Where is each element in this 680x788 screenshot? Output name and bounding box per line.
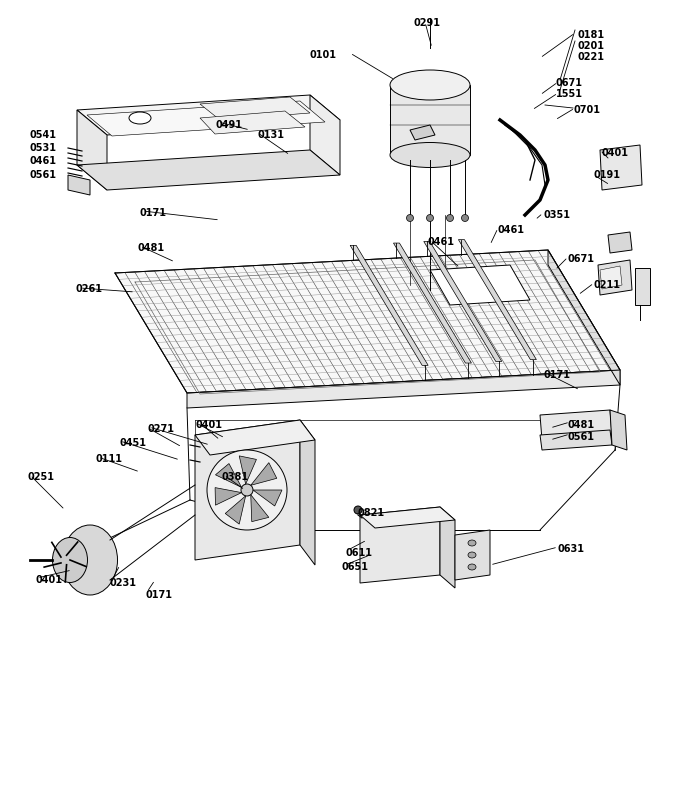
Text: 0171: 0171	[140, 208, 167, 218]
Text: 0701: 0701	[573, 105, 600, 115]
Text: 0461: 0461	[498, 225, 525, 235]
Polygon shape	[440, 507, 455, 588]
Polygon shape	[598, 260, 632, 295]
Polygon shape	[216, 463, 241, 488]
Text: 0211: 0211	[594, 280, 621, 290]
Polygon shape	[548, 250, 620, 385]
Ellipse shape	[63, 525, 118, 595]
Text: 0461: 0461	[30, 156, 57, 166]
Polygon shape	[540, 410, 612, 440]
Text: 0401: 0401	[601, 148, 628, 158]
Text: 0401: 0401	[35, 575, 62, 585]
Polygon shape	[200, 111, 305, 134]
Polygon shape	[310, 95, 340, 175]
Text: 0481: 0481	[138, 243, 165, 253]
Polygon shape	[635, 268, 650, 305]
Text: 0491: 0491	[215, 120, 242, 130]
Text: 0201: 0201	[577, 41, 604, 51]
Polygon shape	[600, 145, 642, 190]
Polygon shape	[360, 507, 455, 528]
Ellipse shape	[52, 537, 88, 582]
Ellipse shape	[462, 214, 469, 221]
Text: 0221: 0221	[577, 52, 604, 62]
Text: 0381: 0381	[222, 472, 249, 482]
Polygon shape	[455, 530, 490, 580]
Text: 0561: 0561	[568, 432, 595, 442]
Polygon shape	[360, 507, 440, 583]
Text: 0561: 0561	[30, 170, 57, 180]
Polygon shape	[390, 85, 470, 155]
Polygon shape	[187, 370, 620, 408]
Polygon shape	[253, 490, 282, 506]
Polygon shape	[300, 420, 315, 565]
Ellipse shape	[207, 450, 287, 530]
Text: 0651: 0651	[342, 562, 369, 572]
Text: 0231: 0231	[110, 578, 137, 588]
Polygon shape	[430, 265, 530, 305]
Ellipse shape	[447, 214, 454, 221]
Text: 0251: 0251	[28, 472, 55, 482]
Text: 0101: 0101	[310, 50, 337, 60]
Ellipse shape	[241, 484, 253, 496]
Polygon shape	[458, 240, 537, 359]
Text: 0481: 0481	[568, 420, 595, 430]
Polygon shape	[239, 456, 256, 484]
Polygon shape	[77, 95, 340, 135]
Polygon shape	[540, 430, 612, 450]
Polygon shape	[77, 110, 107, 190]
Ellipse shape	[426, 214, 434, 221]
Polygon shape	[68, 175, 90, 195]
Ellipse shape	[468, 540, 476, 546]
Polygon shape	[87, 101, 325, 136]
Polygon shape	[350, 245, 428, 366]
Polygon shape	[215, 488, 241, 505]
Ellipse shape	[468, 564, 476, 570]
Polygon shape	[115, 250, 620, 393]
Text: 0531: 0531	[30, 143, 57, 153]
Ellipse shape	[129, 112, 151, 124]
Polygon shape	[77, 150, 340, 190]
Ellipse shape	[390, 70, 470, 100]
Ellipse shape	[390, 143, 470, 168]
Text: 0181: 0181	[577, 30, 604, 40]
Text: 0131: 0131	[258, 130, 285, 140]
Text: 0111: 0111	[96, 454, 123, 464]
Text: 0171: 0171	[544, 370, 571, 380]
Polygon shape	[200, 97, 310, 120]
Text: 0671: 0671	[556, 78, 583, 88]
Polygon shape	[394, 243, 471, 363]
Ellipse shape	[468, 552, 476, 558]
Polygon shape	[195, 420, 315, 455]
Polygon shape	[410, 125, 435, 140]
Text: 0401: 0401	[196, 420, 223, 430]
Text: 0291: 0291	[413, 18, 440, 28]
Polygon shape	[608, 232, 632, 253]
Text: 0541: 0541	[30, 130, 57, 140]
Text: 0271: 0271	[147, 424, 174, 434]
Text: 0611: 0611	[345, 548, 372, 558]
Polygon shape	[610, 410, 627, 450]
Ellipse shape	[354, 506, 362, 514]
Text: 1551: 1551	[556, 89, 583, 99]
Polygon shape	[225, 496, 245, 524]
Text: 0451: 0451	[120, 438, 147, 448]
Text: 0351: 0351	[543, 210, 570, 220]
Polygon shape	[600, 266, 622, 289]
Polygon shape	[424, 241, 502, 362]
Text: 0821: 0821	[358, 508, 385, 518]
Ellipse shape	[407, 214, 413, 221]
Text: 0261: 0261	[75, 284, 102, 294]
Polygon shape	[251, 495, 269, 522]
Text: 0461: 0461	[428, 237, 455, 247]
Text: 0191: 0191	[594, 170, 621, 180]
Text: 0671: 0671	[567, 254, 594, 264]
Text: 0171: 0171	[145, 590, 172, 600]
Polygon shape	[251, 463, 277, 485]
Text: 0631: 0631	[558, 544, 585, 554]
Polygon shape	[195, 420, 300, 560]
